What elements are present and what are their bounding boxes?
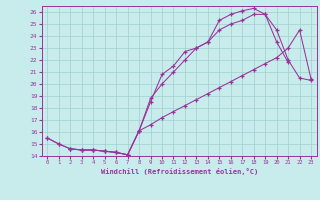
X-axis label: Windchill (Refroidissement éolien,°C): Windchill (Refroidissement éolien,°C) — [100, 168, 258, 175]
